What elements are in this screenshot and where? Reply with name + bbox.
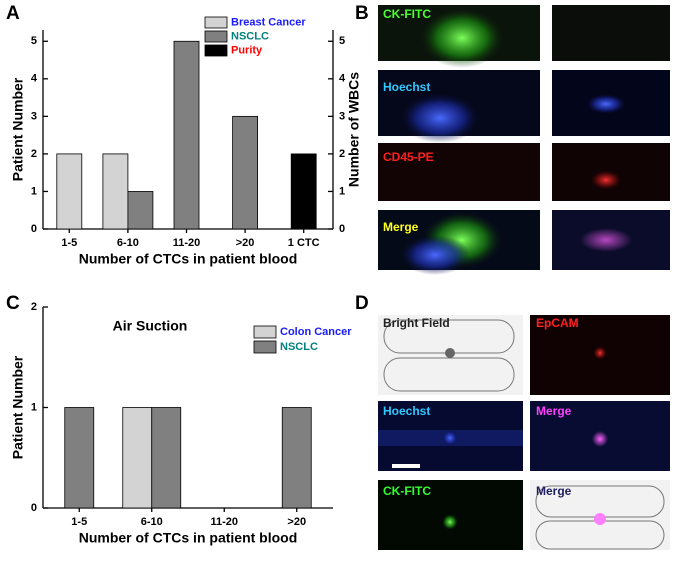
bar: [173, 40, 200, 230]
bar: [151, 407, 182, 509]
y-tick-label: 3: [31, 110, 37, 122]
x-tick-label: 6-10: [141, 516, 163, 528]
cell-blob: [590, 170, 622, 190]
cell-blob: [594, 513, 606, 525]
panel-letter: A: [6, 3, 20, 24]
bar: [56, 153, 83, 230]
x-axis-title: Number of CTCs in patient blood: [79, 530, 298, 546]
cell-blob: [586, 94, 626, 114]
x-tick-label: >20: [236, 237, 255, 249]
y-tick-label: 0: [31, 223, 37, 235]
bar: [127, 191, 154, 230]
scale-bar: [392, 464, 420, 468]
y-axis-title: Patient Number: [10, 77, 26, 181]
micrograph: [378, 143, 540, 201]
image-label: Bright Field: [383, 316, 450, 330]
x-tick-label: 1-5: [61, 237, 77, 249]
cell-blob: [442, 514, 458, 530]
legend-label: NSCLC: [231, 30, 269, 42]
y-tick-label: 2: [31, 301, 37, 313]
chart-title: Air Suction: [113, 318, 188, 334]
y2-tick-label: 3: [339, 110, 345, 122]
bar: [64, 407, 95, 509]
panel-b-images: CK-FITC Hoechst CD45-PE Merge: [378, 5, 670, 275]
y2-tick-label: 0: [339, 223, 345, 235]
bar: [281, 407, 312, 509]
legend-swatch: [253, 340, 277, 354]
image-label: EpCAM: [536, 316, 579, 330]
panel-letter: C: [6, 293, 20, 314]
y-tick-label: 1: [31, 401, 37, 413]
image-label: CK-FITC: [383, 484, 431, 498]
legend-label: Colon Cancer: [280, 326, 352, 338]
cell-blob: [445, 348, 455, 358]
micrograph: [552, 5, 670, 61]
image-label: Merge: [536, 484, 572, 498]
panel-letter: B: [355, 3, 369, 24]
image-label: CK-FITC: [383, 7, 431, 21]
x-tick-label: 6-10: [117, 237, 139, 249]
bar: [290, 153, 317, 230]
image-label: Hoechst: [383, 404, 430, 418]
legend-label: NSCLC: [280, 341, 318, 353]
y-tick-label: 4: [31, 73, 38, 85]
bar: [102, 153, 129, 230]
cell-blob: [442, 430, 458, 446]
x-tick-label: 11-20: [210, 516, 238, 528]
cell-blob: [592, 431, 608, 447]
y2-axis-title: Number of WBCs: [346, 72, 362, 187]
legend-label: Breast Cancer: [231, 16, 306, 28]
legend-swatch: [204, 30, 228, 43]
bar: [232, 115, 259, 230]
panel-letter: D: [355, 293, 369, 314]
x-tick-label: 11-20: [173, 237, 201, 249]
y2-tick-label: 4: [339, 73, 346, 85]
cell-blob: [400, 93, 480, 143]
y-tick-label: 0: [31, 502, 37, 514]
image-label: CD45-PE: [383, 150, 434, 164]
y2-tick-label: 5: [339, 35, 345, 47]
x-tick-label: >20: [287, 516, 306, 528]
y-axis-title: Patient Number: [10, 355, 26, 459]
image-label: Merge: [536, 404, 572, 418]
cell-blob: [580, 228, 632, 252]
x-tick-label: 1 CTC: [288, 237, 320, 249]
legend-label: Purity: [231, 44, 263, 56]
y-tick-label: 5: [31, 35, 37, 47]
y-tick-label: 2: [31, 148, 37, 160]
y2-tick-label: 2: [339, 148, 345, 160]
channel: [383, 357, 515, 392]
legend-swatch: [253, 325, 277, 339]
image-label: Merge: [383, 220, 419, 234]
cell-blob: [593, 346, 607, 360]
bar: [122, 407, 153, 509]
x-tick-label: 1-5: [71, 516, 87, 528]
panel-d-images: Bright Field EpCAM Hoechst Merge CK-FITC…: [378, 315, 670, 550]
cell-blob: [420, 8, 504, 68]
y2-tick-label: 1: [339, 185, 345, 197]
x-axis-title: Number of CTCs in patient blood: [79, 251, 298, 267]
image-label: Hoechst: [383, 80, 430, 94]
cell-blob: [400, 235, 470, 275]
y-tick-label: 1: [31, 185, 37, 197]
legend-swatch: [204, 44, 228, 57]
panel-letters: A B C D: [6, 3, 369, 314]
legend-swatch: [204, 16, 228, 29]
